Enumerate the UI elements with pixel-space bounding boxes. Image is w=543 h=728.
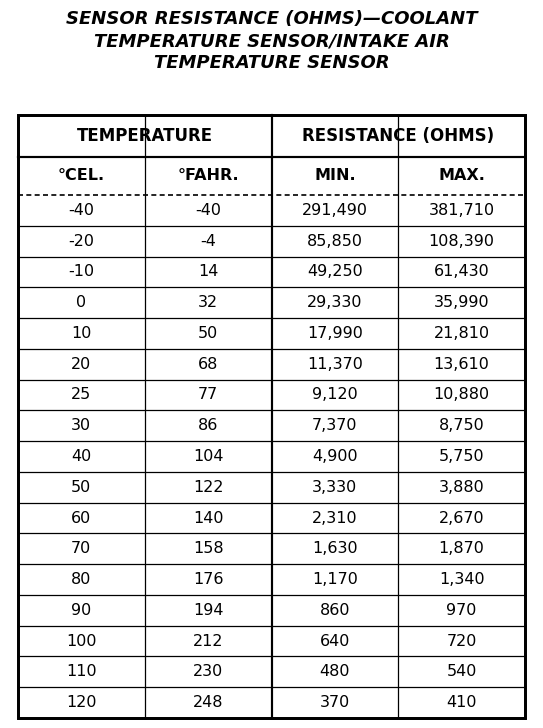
Text: -4: -4: [200, 234, 216, 249]
Bar: [18, 115, 525, 718]
Text: 720: 720: [446, 633, 477, 649]
Text: 540: 540: [446, 665, 477, 679]
Text: 85,850: 85,850: [307, 234, 363, 249]
Text: 1,170: 1,170: [312, 572, 358, 587]
Text: 10,880: 10,880: [433, 387, 490, 403]
Text: -40: -40: [195, 203, 221, 218]
Text: 2,310: 2,310: [312, 510, 358, 526]
Text: 212: 212: [193, 633, 223, 649]
Text: SENSOR RESISTANCE (OHMS)—COOLANT: SENSOR RESISTANCE (OHMS)—COOLANT: [66, 10, 477, 28]
Text: -40: -40: [68, 203, 94, 218]
Text: 80: 80: [71, 572, 92, 587]
Text: 10: 10: [71, 326, 92, 341]
Text: 970: 970: [446, 603, 477, 618]
Text: 86: 86: [198, 418, 218, 433]
Bar: [18, 115, 525, 718]
Text: 68: 68: [198, 357, 218, 372]
Text: 122: 122: [193, 480, 223, 495]
Text: 1,870: 1,870: [439, 542, 484, 556]
Text: 248: 248: [193, 695, 223, 710]
Text: 3,880: 3,880: [439, 480, 484, 495]
Text: 50: 50: [198, 326, 218, 341]
Text: 17,990: 17,990: [307, 326, 363, 341]
Text: °FAHR.: °FAHR.: [178, 168, 239, 183]
Text: 13,610: 13,610: [434, 357, 490, 372]
Text: 35,990: 35,990: [434, 295, 489, 310]
Text: 110: 110: [66, 665, 97, 679]
Text: 32: 32: [198, 295, 218, 310]
Text: 49,250: 49,250: [307, 264, 363, 280]
Text: 60: 60: [71, 510, 92, 526]
Text: 5,750: 5,750: [439, 449, 484, 464]
Text: 104: 104: [193, 449, 223, 464]
Text: 176: 176: [193, 572, 223, 587]
Text: 40: 40: [71, 449, 92, 464]
Text: 291,490: 291,490: [302, 203, 368, 218]
Text: 3,330: 3,330: [312, 480, 357, 495]
Text: °CEL.: °CEL.: [58, 168, 105, 183]
Text: 158: 158: [193, 542, 223, 556]
Text: MAX.: MAX.: [438, 168, 485, 183]
Text: MIN.: MIN.: [314, 168, 356, 183]
Text: 7,370: 7,370: [312, 418, 358, 433]
Text: -20: -20: [68, 234, 94, 249]
Text: TEMPERATURE SENSOR/INTAKE AIR: TEMPERATURE SENSOR/INTAKE AIR: [93, 32, 450, 50]
Text: 860: 860: [320, 603, 350, 618]
Text: 120: 120: [66, 695, 97, 710]
Text: 9,120: 9,120: [312, 387, 358, 403]
Text: 370: 370: [320, 695, 350, 710]
Text: 21,810: 21,810: [433, 326, 490, 341]
Text: 50: 50: [71, 480, 92, 495]
Text: 90: 90: [71, 603, 92, 618]
Text: 640: 640: [320, 633, 350, 649]
Text: 4,900: 4,900: [312, 449, 358, 464]
Text: 70: 70: [71, 542, 92, 556]
Text: TEMPERATURE SENSOR: TEMPERATURE SENSOR: [154, 54, 389, 72]
Text: 108,390: 108,390: [428, 234, 495, 249]
Text: RESISTANCE (OHMS): RESISTANCE (OHMS): [302, 127, 494, 145]
Text: 100: 100: [66, 633, 97, 649]
Text: 8,750: 8,750: [439, 418, 484, 433]
Text: 77: 77: [198, 387, 218, 403]
Text: TEMPERATURE: TEMPERATURE: [77, 127, 213, 145]
Text: 30: 30: [71, 418, 91, 433]
Text: 61,430: 61,430: [434, 264, 489, 280]
Text: 0: 0: [77, 295, 86, 310]
Text: 1,340: 1,340: [439, 572, 484, 587]
Text: 194: 194: [193, 603, 223, 618]
Text: 230: 230: [193, 665, 223, 679]
Text: -10: -10: [68, 264, 94, 280]
Text: 29,330: 29,330: [307, 295, 363, 310]
Text: 14: 14: [198, 264, 218, 280]
Text: 20: 20: [71, 357, 92, 372]
Text: 1,630: 1,630: [312, 542, 358, 556]
Text: 381,710: 381,710: [428, 203, 495, 218]
Text: 480: 480: [320, 665, 350, 679]
Text: 11,370: 11,370: [307, 357, 363, 372]
Text: 25: 25: [71, 387, 92, 403]
Text: 140: 140: [193, 510, 223, 526]
Text: 410: 410: [446, 695, 477, 710]
Text: 2,670: 2,670: [439, 510, 484, 526]
